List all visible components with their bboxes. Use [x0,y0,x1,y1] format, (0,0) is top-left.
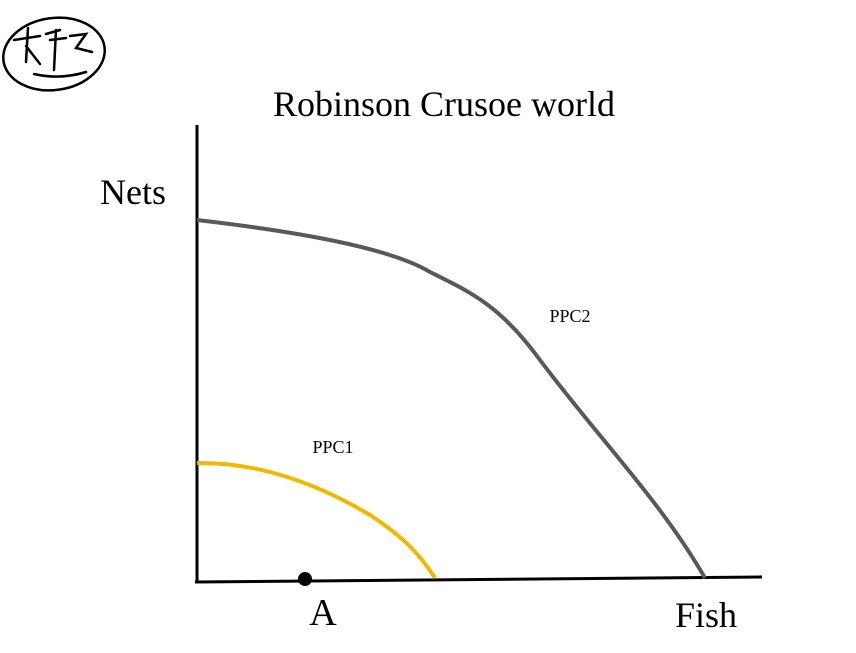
y-axis-label: Nets [100,172,166,212]
ppc2-label: PPC2 [549,306,590,326]
title: Robinson Crusoe world [273,84,615,124]
point-a [298,572,312,586]
ppc1-label: PPC1 [312,437,353,457]
x-axis [194,575,763,584]
ppc2-curve [196,218,707,579]
point-label: A [309,592,337,634]
logo [1,16,107,92]
x-axis-label: Fish [675,595,737,635]
ppc1-curve [196,460,437,580]
